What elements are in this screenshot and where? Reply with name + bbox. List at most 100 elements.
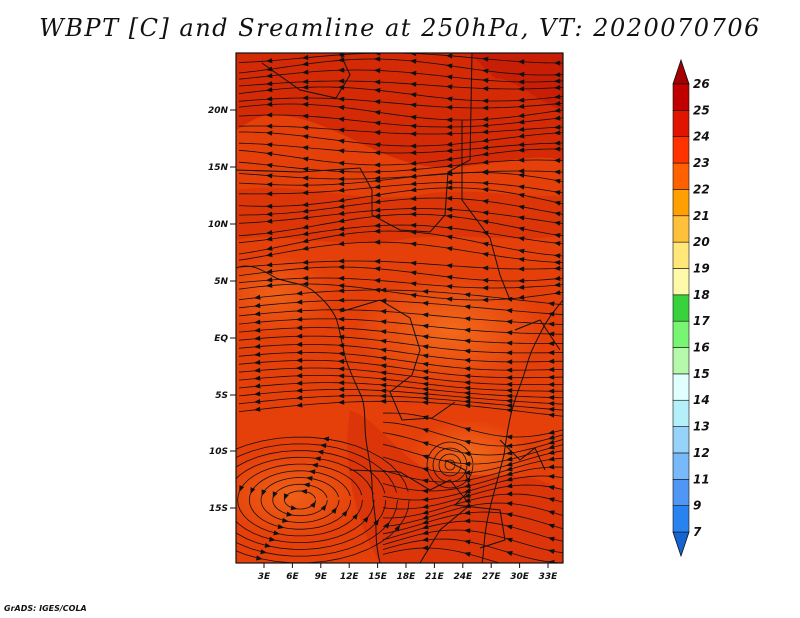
streamline-arrow	[260, 549, 268, 555]
streamline	[382, 529, 563, 554]
wbpt-warm-patch-central	[355, 275, 545, 385]
streamline-arrow	[505, 551, 513, 556]
colorbar-label: 21	[693, 209, 710, 223]
streamline	[444, 459, 456, 471]
streamline-arrow	[463, 451, 471, 457]
streamline-arrow	[481, 187, 489, 193]
streamline-arrow	[265, 277, 273, 283]
streamline-arrow	[505, 367, 513, 373]
streamline-arrow	[379, 376, 387, 382]
streamline-arrow	[379, 319, 387, 325]
colorbar-swatch	[672, 241, 690, 269]
streamline-arrow	[301, 238, 309, 244]
streamline	[238, 230, 563, 257]
streamline-arrow	[265, 112, 273, 118]
streamline-arrow	[505, 461, 513, 467]
streamline-arrow	[265, 96, 273, 102]
streamline-arrow	[481, 145, 489, 151]
streamline-arrow	[337, 316, 345, 322]
streamline-arrow	[295, 373, 303, 379]
streamline	[238, 97, 563, 109]
streamline-arrow	[301, 231, 309, 237]
streamline-arrow	[265, 236, 273, 242]
streamline-arrow	[445, 63, 453, 69]
streamline-arrow	[253, 375, 261, 381]
streamline-arrow	[463, 292, 471, 298]
streamline	[238, 142, 563, 154]
colorbar-label: 18	[693, 288, 710, 302]
streamline-arrow	[421, 334, 429, 340]
streamline	[382, 484, 563, 510]
streamline-arrow	[547, 456, 555, 462]
streamline-arrow	[373, 129, 381, 136]
streamline-arrow	[547, 473, 555, 479]
streamline-arrow	[379, 347, 387, 353]
streamline-arrow	[337, 399, 345, 405]
streamline	[438, 453, 462, 477]
lat-label: 10S	[209, 447, 228, 457]
lon-label: 24E	[453, 572, 473, 582]
streamline-arrow	[337, 181, 345, 187]
streamline-arrow	[463, 395, 471, 401]
streamline-arrow	[517, 266, 525, 272]
streamline-arrow	[445, 53, 453, 59]
streamline	[238, 197, 563, 216]
streamline-arrow	[265, 58, 273, 64]
streamline-arrow	[547, 549, 555, 554]
streamline-arrow	[409, 123, 417, 129]
streamline-arrow	[421, 530, 429, 536]
streamline-arrow	[379, 338, 387, 344]
streamline-arrow	[547, 350, 555, 356]
streamline-arrow	[337, 203, 345, 209]
streamline-arrow	[265, 81, 273, 87]
streamline-arrow	[272, 491, 278, 499]
streamline-arrow	[517, 172, 525, 178]
streamline-arrow	[195, 477, 200, 484]
colorbar-label: 15	[693, 367, 710, 381]
streamline-arrow	[295, 380, 303, 386]
streamline-arrow	[301, 54, 309, 60]
streamline-arrow	[481, 122, 489, 128]
streamline-arrow	[553, 190, 561, 196]
streamline-arrow	[290, 505, 298, 511]
streamline	[238, 213, 563, 237]
streamline-arrow	[265, 268, 273, 274]
streamline-arrow	[337, 197, 345, 203]
streamline-arrow	[379, 363, 387, 369]
streamline-arrow	[265, 66, 273, 72]
streamline-arrow	[409, 166, 417, 172]
streamline-arrow	[373, 142, 381, 148]
streamline-arrow	[303, 482, 310, 488]
streamline-arrow	[481, 116, 489, 122]
streamline	[382, 493, 563, 519]
lon-label: 33E	[539, 572, 559, 582]
streamline-arrow	[373, 207, 381, 213]
streamline-arrow	[306, 475, 313, 481]
border-south-east	[444, 459, 506, 549]
streamline-arrow	[463, 399, 471, 405]
colorbar-low-arrow	[672, 531, 690, 558]
streamline-arrow	[373, 120, 381, 126]
streamline-arrow	[373, 199, 381, 205]
streamline-arrow	[373, 110, 381, 116]
streamline-arrow	[517, 133, 525, 139]
streamline-arrow	[547, 560, 555, 563]
colorbar-swatch	[672, 189, 690, 217]
lat-label: 15S	[209, 504, 228, 514]
streamline-arrow	[553, 265, 561, 271]
streamline-arrow	[337, 67, 345, 73]
streamline-arrow	[517, 192, 525, 198]
streamline-arrow	[421, 375, 429, 381]
streamline-arrow	[481, 105, 489, 111]
colorbar-swatch	[672, 268, 690, 296]
streamline-arrow	[445, 195, 453, 201]
streamline-arrow	[253, 327, 261, 333]
colorbar-high-arrow	[672, 58, 690, 85]
streamline-arrow	[253, 303, 261, 309]
streamline	[238, 170, 563, 180]
streamline-arrow	[517, 71, 525, 77]
streamline-arrow	[320, 504, 327, 511]
streamline-arrow	[517, 157, 525, 163]
streamline-arrow	[553, 233, 561, 239]
streamline-arrow	[421, 361, 429, 367]
